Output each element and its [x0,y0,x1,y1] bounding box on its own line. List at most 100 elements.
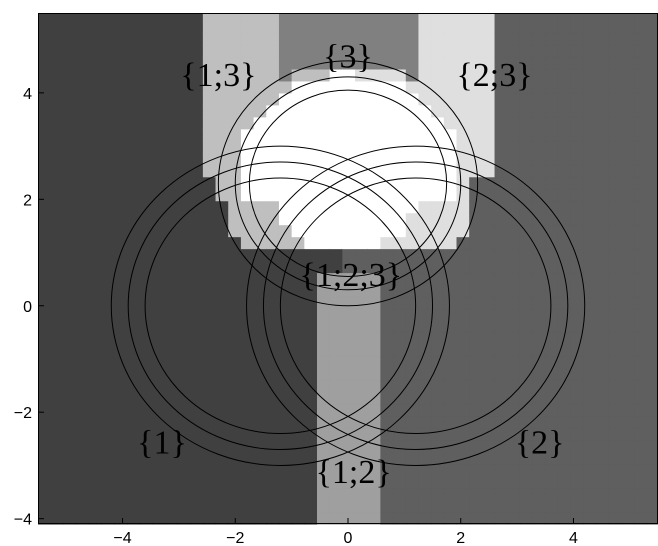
region-cell [291,116,305,130]
region-cell [139,176,153,190]
region-cell [342,488,356,501]
region-cell [266,92,280,106]
region-cell [545,476,559,489]
region-cell [418,392,432,405]
region-cell [139,488,153,501]
region-cell [519,236,534,250]
region-cell [126,200,141,214]
region-cell [545,152,559,166]
region-cell [507,356,521,369]
region-cell [557,104,572,118]
region-cell [317,380,331,393]
region-cell [367,200,382,214]
region-cell [380,248,394,262]
region-cell [621,176,635,190]
region-cell [228,140,242,154]
region-cell [443,20,458,34]
region-cell [126,92,141,106]
region-cell [278,44,293,58]
region-cell [304,116,318,130]
region-cell [469,476,483,489]
region-cell [164,500,179,513]
region-cell [545,212,559,226]
region-cell [355,188,369,202]
region-cell [88,440,103,453]
region-cell [278,464,293,477]
region-cell [38,128,52,142]
region-cell [557,488,572,501]
region-cell [405,368,420,381]
region-cell [583,248,597,262]
region-cell [63,104,77,118]
region-cell [481,488,496,501]
y-tick-label: 4 [23,86,32,103]
region-cell [50,464,64,477]
region-cell [456,140,470,154]
region-cell [139,188,153,202]
region-cell [418,512,432,525]
region-cell [278,200,293,214]
region-cell [152,13,166,22]
region-cell [545,224,559,238]
region-cell [418,80,432,94]
region-cell [139,404,153,417]
region-cell [177,176,191,190]
region-cell [342,392,356,405]
region-cell [114,344,128,357]
region-cell [596,464,610,477]
region-cell [278,32,293,46]
region-cell [177,236,191,250]
region-cell [481,260,496,274]
region-cell [114,464,128,477]
region-cell [431,392,445,405]
region-cell [431,152,445,166]
region-cell [608,284,622,298]
region-cell [583,188,597,202]
region-cell [228,104,242,118]
region-cell [278,128,293,142]
region-cell [50,416,64,429]
region-cell [380,140,394,154]
region-cell [63,296,77,310]
region-cell [228,128,242,142]
region-cell [177,68,191,82]
region-cell [532,332,546,345]
region-cell [608,296,622,310]
region-cell [621,284,635,298]
y-tick-label: −2 [14,405,32,422]
region-cell [507,248,521,262]
region-cell [240,500,255,513]
region-cell [304,248,318,262]
region-cell [621,308,635,321]
region-cell [532,200,546,214]
region-cell [596,80,610,94]
region-cell [456,20,470,34]
region-cell [190,344,204,357]
region-cell [291,164,305,178]
region-cell [545,308,559,321]
region-cell [139,236,153,250]
region-cell [405,128,420,142]
region-cell [646,152,658,166]
region-cell [570,308,584,321]
region-cell [329,284,343,298]
region-cell [101,236,115,250]
region-cell [418,452,432,465]
region-cell [253,308,267,321]
region-cell [583,356,597,369]
region-cell [38,152,52,166]
region-cell [101,356,115,369]
region-cell [228,416,242,429]
region-cell [570,200,584,214]
region-cell [126,344,141,357]
region-cell [646,32,658,46]
region-cell [405,92,420,106]
x-tick-label: 4 [569,530,578,546]
region-cell [202,140,217,154]
region-cell [443,80,458,94]
region-cell [557,404,572,417]
region-cell [418,320,432,333]
region-cell [177,380,191,393]
region-cell [253,500,267,513]
region-cell [380,296,394,310]
